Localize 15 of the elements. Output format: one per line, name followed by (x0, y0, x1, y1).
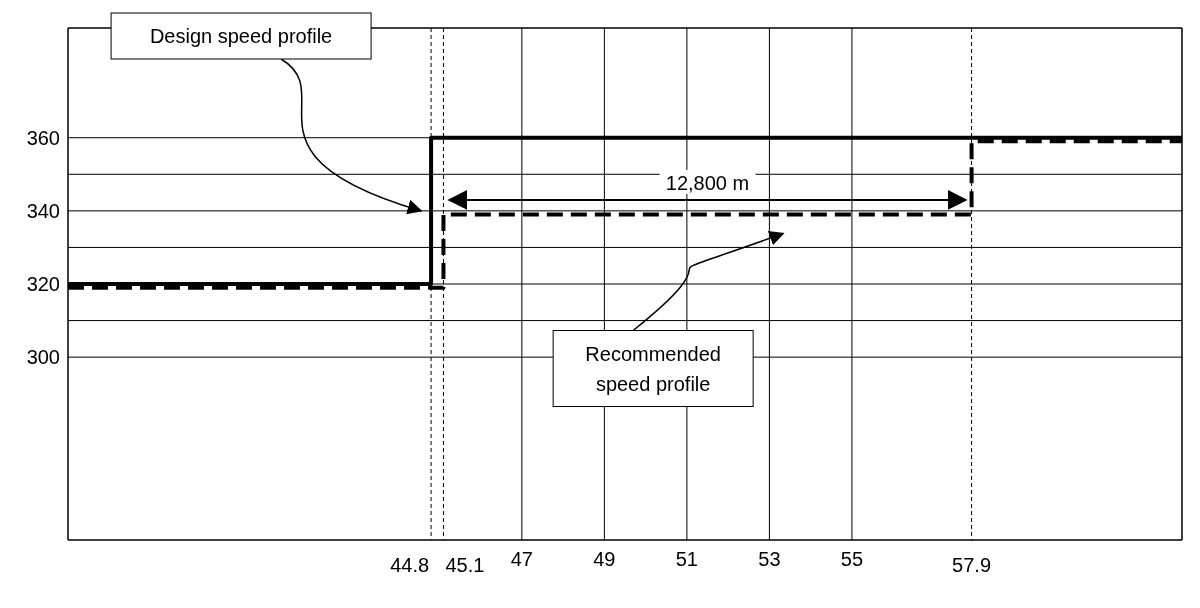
y-tick-label: 320 (26, 273, 60, 296)
ref-line-label: 57.9 (952, 554, 992, 576)
y-tick-label: 340 (26, 199, 60, 222)
x-tick-label: 49 (593, 548, 616, 570)
x-tick-label: 47 (510, 548, 533, 570)
x-tick-label: 53 (758, 548, 781, 570)
x-tick-label: 55 (840, 548, 864, 570)
annotation: Design speed profile (149, 25, 333, 47)
y-tick-label: 300 (26, 346, 60, 369)
annotation: 12,800 m (665, 171, 750, 194)
ref-line-label: 45.1 (445, 554, 485, 576)
annotation: Recommended speed profile (585, 342, 721, 395)
x-tick-label: 51 (675, 548, 699, 570)
ref-line-label: 44.8 (390, 554, 430, 576)
y-tick-label: 360 (26, 126, 60, 149)
